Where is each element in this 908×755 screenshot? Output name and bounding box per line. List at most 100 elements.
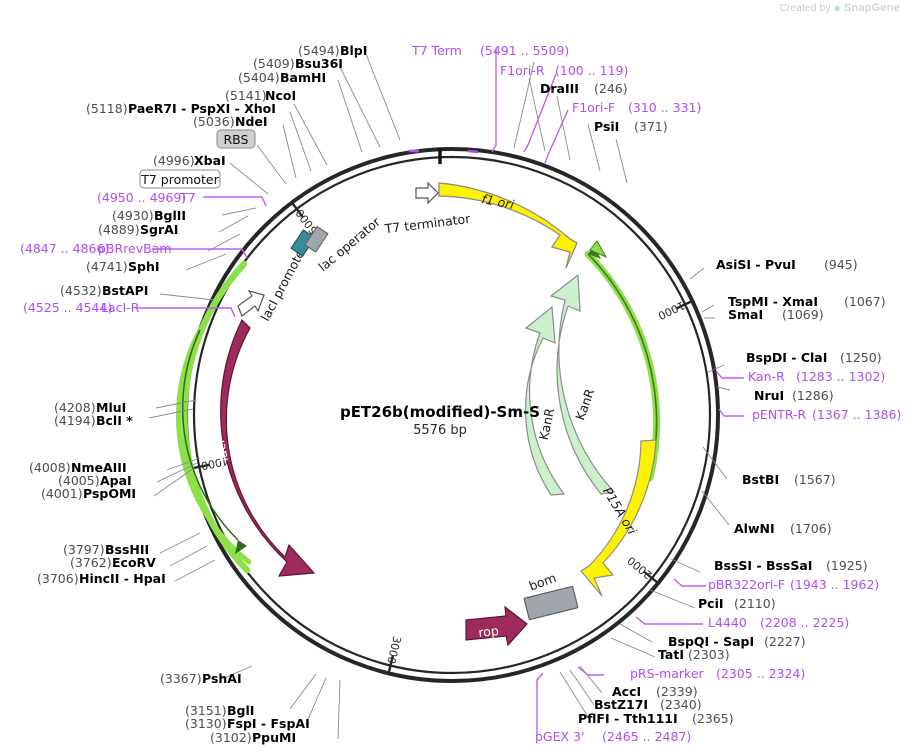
svg-text:TspMI - XmaI: TspMI - XmaI [728,294,818,309]
svg-text:(1286): (1286) [792,388,834,403]
svg-text:(1067): (1067) [844,294,886,309]
svg-text:(1567): (1567) [794,472,836,487]
feature-kanr-1: KanR [549,273,616,495]
labels-left-group: (4950 .. 4969) T7 (4930) BglII (4889) Sg… [20,190,310,745]
svg-text:(4950 .. 4969): (4950 .. 4969) [97,190,186,205]
tick-label-3000: 3000 [384,635,403,665]
svg-text:PshAI: PshAI [202,671,242,686]
label-pbrrevbam: (4847 .. 4866) pBRrevBam [20,241,172,256]
svg-text:(5491 .. 5509): (5491 .. 5509) [480,43,569,58]
svg-text:(4208): (4208) [54,400,96,415]
snapgene-drop-icon: ● [833,1,841,15]
labels-right-group: T7 Term (5491 .. 5509) F1ori-R (100 .. 1… [411,43,901,744]
svg-text:PflFI - Tth111I: PflFI - Tth111I [578,711,678,726]
feature-laci: lacI [212,318,316,577]
label-bamhi: (5404) BamHI [238,70,326,85]
svg-text:F1ori-R: F1ori-R [500,63,545,78]
boxed-label-rbs-text: RBS [224,132,249,147]
tick-label-2000: 2000 [625,554,655,582]
svg-text:BspQI - SapI: BspQI - SapI [668,634,754,649]
svg-text:XbaI: XbaI [194,153,226,168]
svg-text:pBRrevBam: pBRrevBam [98,241,172,256]
svg-text:(945): (945) [824,257,858,272]
svg-text:F1ori-F: F1ori-F [572,100,615,115]
label-nrui: NruI (1286) [754,388,834,403]
label-acci: AccI (2339) [612,684,698,699]
feature-label-t7-terminator: T7 terminator [383,211,472,237]
svg-text:BglI: BglI [227,703,254,718]
feature-rop: rop [465,605,528,647]
svg-text:(1283 .. 1302): (1283 .. 1302) [796,369,885,384]
label-bclii: (4194) BclI * [54,413,133,428]
feature-label-kanr-1: KanR [572,386,597,422]
svg-text:LacI-R: LacI-R [101,300,140,315]
svg-text:(2465 .. 2487): (2465 .. 2487) [602,729,691,744]
svg-text:(3102): (3102) [210,730,252,745]
svg-text:(2305 .. 2324): (2305 .. 2324) [716,666,805,681]
svg-text:(4930): (4930) [112,208,154,223]
tick-marks: 1000 2000 3000 4000 5000 [191,201,693,674]
tick-label-1000: 1000 [656,298,687,322]
label-alwni: AlwNI (1706) [734,521,832,536]
svg-text:(4847 .. 4866): (4847 .. 4866) [20,241,109,256]
svg-text:(371): (371) [634,119,668,134]
snapgene-watermark: Created by ● SnapGene [780,2,900,14]
label-nmeaiii: (4008) NmeAIII [29,460,127,475]
label-xbai: (4996) XbaI [153,153,226,168]
svg-text:(1925): (1925) [826,558,868,573]
svg-text:SgrAI: SgrAI [140,222,178,237]
svg-text:AccI: AccI [612,684,641,699]
boxed-label-t7-promoter: T7 promoter [139,169,221,189]
svg-text:(2340): (2340) [660,697,702,712]
label-laci-r: (4525 .. 4544) LacI-R [23,300,140,315]
label-blpi: (5494) BlpI [298,43,367,58]
svg-text:(4996): (4996) [153,153,195,168]
label-asisi-pvui: AsiSI - PvuI (945) [716,257,858,272]
svg-text:BamHI: BamHI [280,70,326,85]
svg-text:pGEX 3': pGEX 3' [535,729,584,744]
svg-text:AsiSI - PvuI: AsiSI - PvuI [716,257,796,272]
svg-text:(1250): (1250) [840,350,882,365]
plasmid-title: pET26b(modified)-Sm-S [340,403,540,421]
svg-text:(3367): (3367) [160,671,202,686]
svg-text:(2110): (2110) [734,596,776,611]
svg-text:BclI *: BclI * [96,413,133,428]
svg-text:L4440: L4440 [708,615,747,630]
svg-text:EcoRV: EcoRV [112,555,156,570]
svg-text:PsiI: PsiI [594,119,619,134]
svg-text:Bsu36I: Bsu36I [295,56,343,71]
svg-text:T7 Term: T7 Term [411,43,462,58]
primer-site-markers [409,149,479,154]
feature-label-laci: lacI [212,439,231,463]
watermark-brand: SnapGene [843,2,900,14]
leader-lines-right-primers [491,49,744,734]
label-t7-term: T7 Term (5491 .. 5509) [411,43,569,58]
label-smai: SmaI (1069) [728,307,824,322]
label-pflfi-tth111i: PflFI - Tth111I (2365) [578,711,734,726]
label-paer7i-pspxi-xhoi: (5118) PaeR7I - PspXI - XhoI [86,101,276,116]
svg-text:(1706): (1706) [790,521,832,536]
svg-text:BglII: BglII [154,208,186,223]
svg-text:NcoI: NcoI [265,88,296,103]
svg-text:(2365): (2365) [692,711,734,726]
svg-text:BssHII: BssHII [105,542,149,557]
svg-text:(5118): (5118) [86,101,128,116]
svg-text:ApaI: ApaI [100,473,132,488]
svg-text:DraIII: DraIII [540,81,579,96]
svg-text:(4194): (4194) [54,413,96,428]
svg-text:pRS-marker: pRS-marker [630,666,705,681]
label-ncoi: (5141) NcoI [225,88,296,103]
svg-text:HincII - HpaI: HincII - HpaI [79,571,166,586]
svg-text:BspDI - ClaI: BspDI - ClaI [746,350,827,365]
feature-bom: bom [523,570,579,621]
svg-text:(3706): (3706) [37,571,79,586]
feature-arc-green-left [175,260,252,574]
svg-text:(4008): (4008) [29,460,71,475]
leader-lines-left [148,53,401,740]
label-hincii-hpai: (3706) HincII - HpaI [37,571,166,586]
svg-text:pENTR-R: pENTR-R [752,407,807,422]
svg-text:(4741): (4741) [86,259,128,274]
svg-text:(5404): (5404) [238,70,280,85]
svg-text:(3151): (3151) [185,703,227,718]
boxed-label-t7-promoter-text: T7 promoter [140,172,219,187]
